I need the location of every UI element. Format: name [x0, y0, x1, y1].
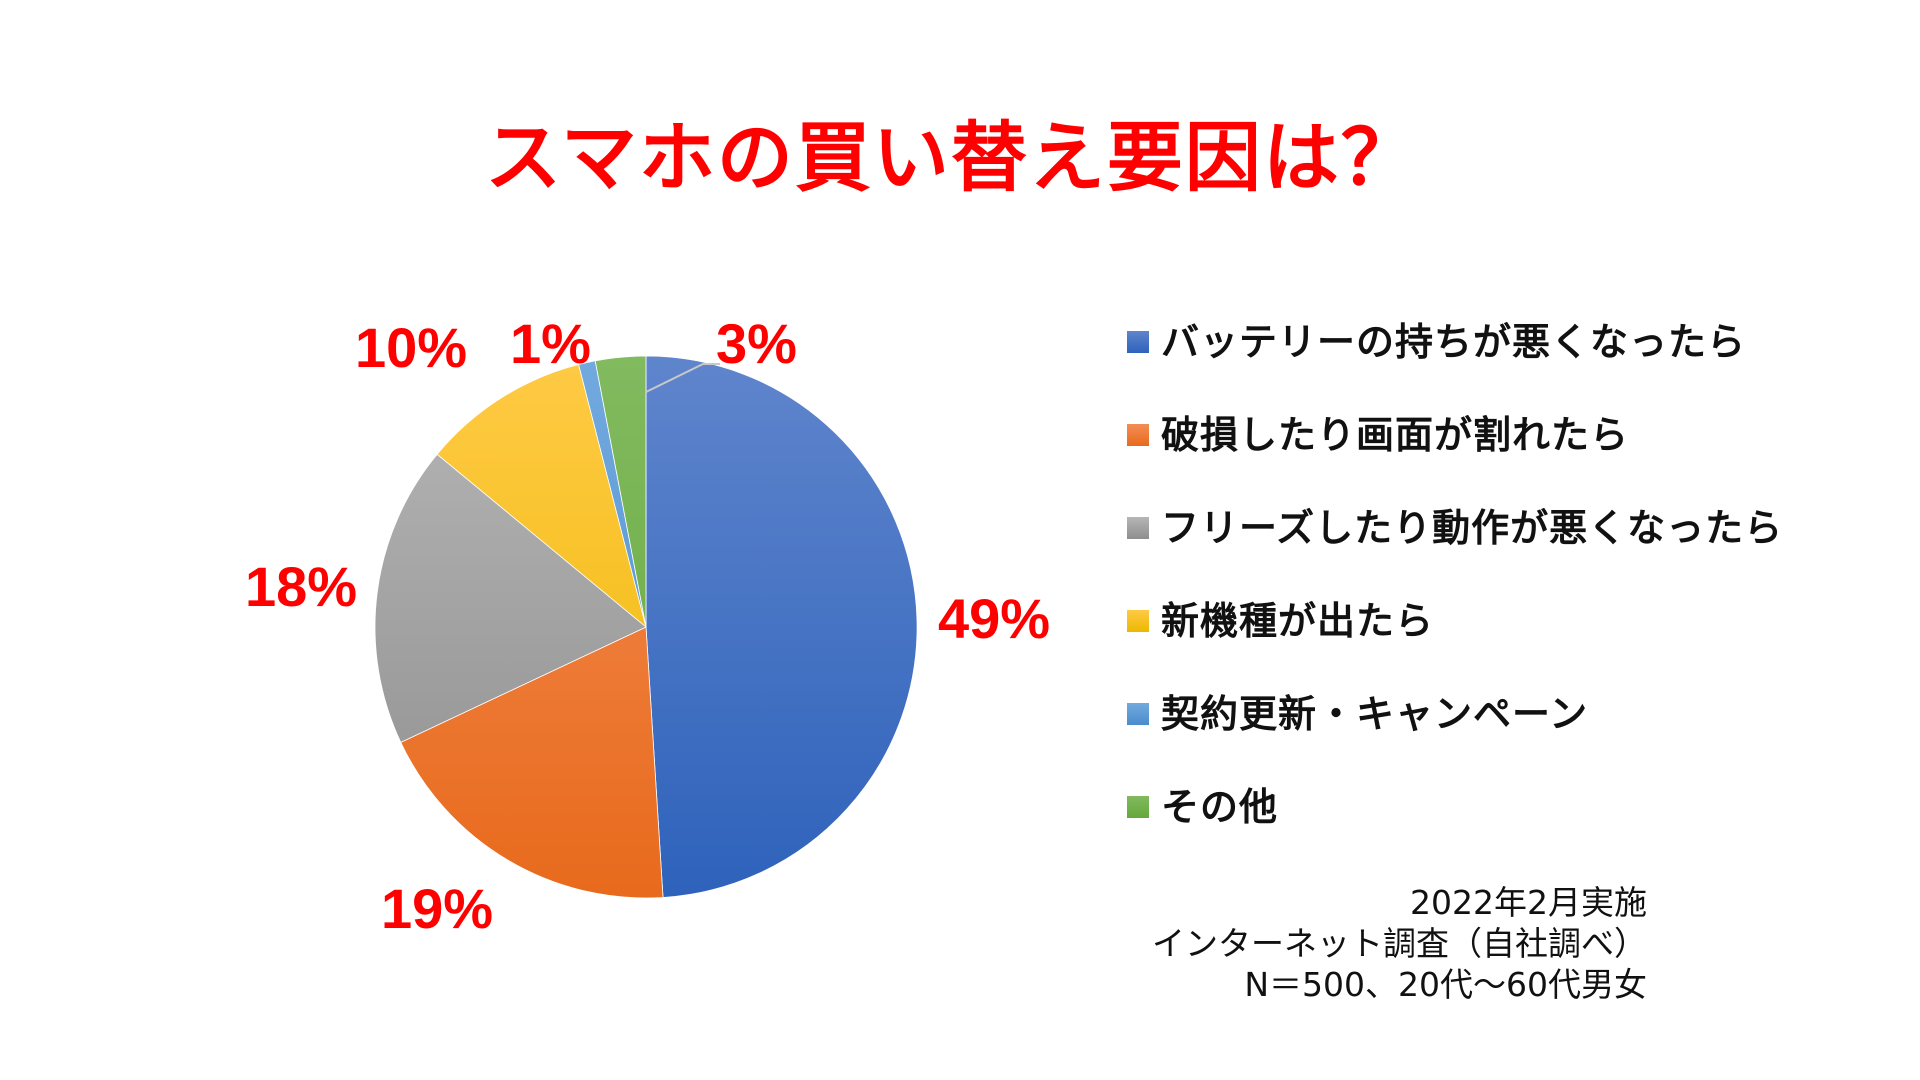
legend-label: バッテリーの持ちが悪くなったら: [1161, 320, 1747, 364]
pie-slices: [374, 355, 918, 899]
pie-slice-damage: [400, 626, 664, 899]
data-label-battery: 49%: [938, 587, 1051, 650]
legend-label: フリーズしたり動作が悪くなったら: [1161, 506, 1784, 550]
data-label-other: 3%: [716, 312, 797, 375]
legend-swatch-orange-icon: [1127, 424, 1149, 446]
legend-swatch-green-icon: [1127, 796, 1149, 818]
legend-swatch-gray-icon: [1127, 517, 1149, 539]
legend-label: 新機種が出たら: [1161, 599, 1435, 643]
data-label-contract: 1%: [510, 312, 591, 375]
legend-swatch-yellow-icon: [1127, 610, 1149, 632]
survey-sample: N＝500、20代～60代男女: [1244, 965, 1647, 1004]
data-label-damage: 19%: [381, 877, 494, 940]
pie-slice-other: [594, 355, 647, 628]
survey-footnote: 2022年2月実施 インターネット調査（自社調べ） N＝500、20代～60代男…: [1152, 882, 1647, 1005]
legend-label: その他: [1161, 785, 1279, 829]
chart-legend: バッテリーの持ちが悪くなったら 破損したり画面が割れたら フリーズしたり動作が悪…: [1127, 318, 1783, 831]
legend-item-damage: 破損したり画面が割れたら: [1127, 411, 1783, 459]
legend-item-other: その他: [1127, 783, 1783, 831]
survey-method: インターネット調査（自社調べ）: [1152, 924, 1647, 963]
legend-swatch-blue-icon: [1127, 331, 1149, 353]
pie-slice-new-model: [436, 364, 647, 629]
legend-item-battery: バッテリーの持ちが悪くなったら: [1127, 318, 1783, 366]
data-label-freeze: 18%: [245, 555, 358, 618]
legend-item-freeze: フリーズしたり動作が悪くなったら: [1127, 504, 1783, 552]
survey-date: 2022年2月実施: [1410, 883, 1647, 922]
legend-item-contract: 契約更新・キャンペーン: [1127, 690, 1783, 738]
pie-slice-freeze: [374, 453, 647, 743]
pie-slice-battery: [645, 355, 918, 898]
legend-item-new-model: 新機種が出たら: [1127, 597, 1783, 645]
data-label-new-model: 10%: [355, 316, 468, 379]
legend-label: 契約更新・キャンペーン: [1161, 692, 1589, 736]
chart-title: スマホの買い替え要因は？: [485, 113, 1419, 202]
leader-line-3pct: [645, 363, 720, 393]
legend-swatch-lightblue-icon: [1127, 703, 1149, 725]
legend-label: 破損したり画面が割れたら: [1161, 413, 1630, 457]
